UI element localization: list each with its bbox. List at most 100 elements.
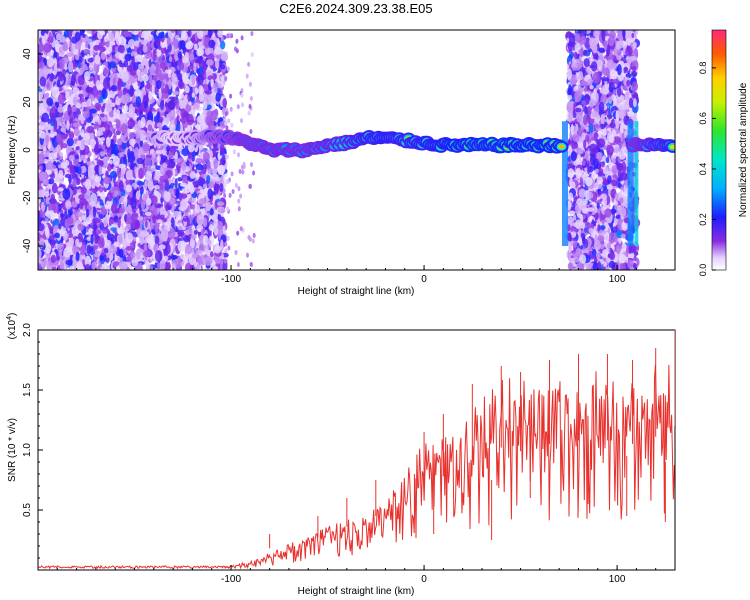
noise-cell — [90, 192, 98, 205]
noise-cell — [136, 54, 144, 63]
noise-cell — [172, 168, 176, 177]
noise-cell — [38, 263, 42, 270]
noise-cell — [72, 87, 80, 96]
noise-cell — [110, 139, 115, 149]
noise-cell — [60, 134, 67, 140]
noise-cell — [89, 108, 97, 114]
noise-cell — [43, 258, 48, 267]
noise-cell — [177, 240, 185, 252]
noise-cell — [69, 154, 75, 162]
noise-cell — [125, 184, 133, 193]
noise-cell — [156, 122, 163, 128]
noise-cell — [92, 230, 97, 235]
noise-cell — [198, 91, 205, 103]
noise-cell — [83, 48, 90, 54]
noise-cell — [199, 198, 207, 205]
noise-cell — [122, 104, 129, 113]
noise-cell — [97, 30, 103, 40]
noise-cell — [168, 151, 174, 159]
noise-cell — [68, 131, 75, 140]
noise-cell — [93, 44, 100, 51]
noise-cell — [219, 40, 226, 50]
noise-cell — [197, 255, 202, 266]
noise-cell — [205, 115, 212, 126]
noise-cell — [136, 248, 141, 260]
noise-cell — [128, 132, 136, 139]
noise-cell — [142, 73, 149, 82]
noise-cell — [38, 171, 47, 182]
noise-cell — [174, 178, 178, 189]
noise-cell — [101, 205, 106, 216]
noise-cell — [152, 53, 157, 62]
noise-cell — [148, 91, 153, 100]
noise-cell — [85, 86, 93, 93]
noise-cell — [50, 194, 56, 205]
noise-cell — [193, 62, 197, 73]
noise-cell — [183, 217, 189, 222]
noise-cell — [166, 164, 175, 169]
noise-cell — [133, 30, 139, 35]
noise-cell — [104, 35, 109, 42]
noise-cell — [120, 123, 128, 135]
noise-cell — [119, 113, 126, 122]
noise-cell — [118, 248, 124, 258]
noise-cell — [49, 209, 54, 216]
noise-cell — [131, 212, 139, 220]
noise-cell — [204, 90, 213, 95]
noise-cell — [66, 217, 74, 225]
noise-cell — [118, 53, 124, 59]
noise-cell — [118, 180, 124, 193]
noise-cell — [152, 215, 157, 224]
noise-cell — [122, 134, 126, 143]
noise-cell — [63, 233, 68, 241]
noise-cell — [165, 243, 171, 255]
noise-cell — [57, 187, 64, 192]
noise-cell — [176, 120, 181, 133]
noise-cell — [202, 61, 207, 66]
noise-cell — [179, 93, 185, 99]
noise-cell — [202, 183, 208, 189]
noise-cell — [213, 158, 219, 169]
noise-cell — [86, 208, 90, 218]
noise-cell — [144, 211, 152, 216]
noise-cell — [104, 239, 112, 246]
noise-cell — [109, 219, 115, 225]
noise-cell — [202, 151, 210, 162]
noise-cell — [49, 133, 55, 138]
noise-cell — [48, 152, 56, 160]
noise-cell — [60, 213, 65, 219]
noise-cell — [68, 60, 74, 73]
noise-cell — [124, 53, 132, 62]
noise-cell — [58, 164, 62, 169]
noise-cell — [103, 247, 109, 254]
noise-cell — [41, 112, 50, 123]
noise-cell — [110, 227, 118, 232]
noise-cell — [169, 197, 176, 205]
noise-cell — [186, 113, 194, 126]
noise-cell — [181, 148, 190, 157]
noise-cell — [143, 100, 148, 109]
noise-cell — [68, 232, 73, 238]
noise-cell — [113, 241, 119, 247]
noise-cell — [100, 151, 106, 157]
noise-cell — [118, 36, 127, 46]
noise-cell — [215, 92, 221, 102]
noise-cell — [191, 155, 195, 162]
noise-cell — [180, 31, 188, 41]
noise-cell — [105, 49, 110, 55]
noise-cell — [184, 229, 190, 236]
noise-cell — [98, 98, 103, 104]
noise-cell — [84, 71, 91, 81]
noise-cell — [162, 174, 169, 180]
noise-cell — [39, 76, 47, 87]
noise-cell — [181, 161, 187, 171]
noise-cell — [101, 144, 106, 151]
noise-cell — [68, 74, 72, 85]
noise-cell — [189, 204, 196, 210]
noise-cell — [54, 39, 59, 51]
noise-cell — [105, 136, 111, 148]
noise-cell — [150, 30, 156, 36]
noise-cell — [80, 154, 86, 161]
noise-cell — [154, 171, 161, 180]
noise-cell — [112, 123, 117, 129]
